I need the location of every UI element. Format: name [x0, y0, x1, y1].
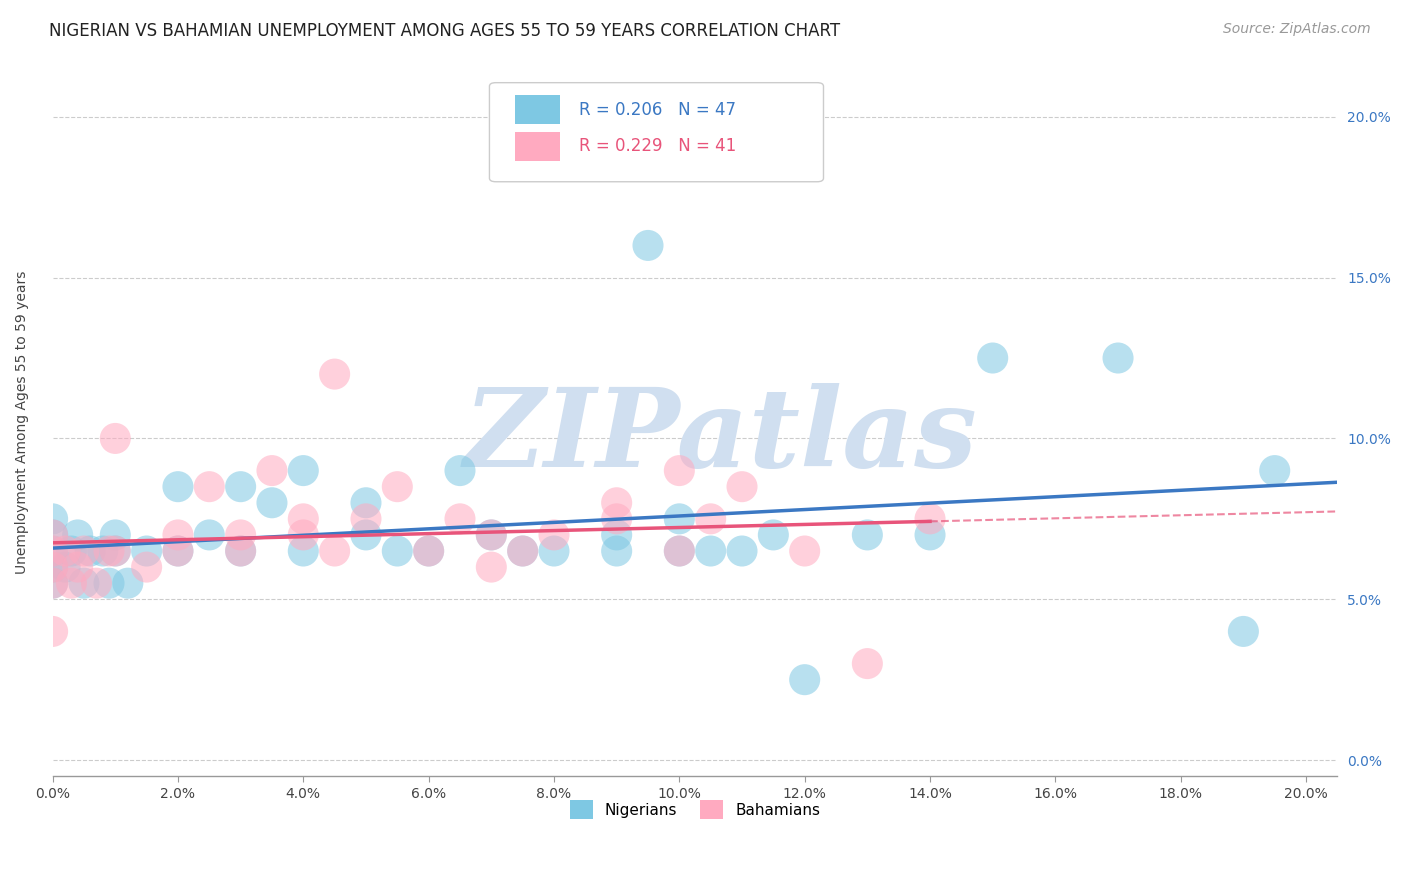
Point	[856, 528, 879, 542]
Point	[53, 544, 76, 558]
Point	[104, 544, 127, 558]
Point	[981, 351, 1004, 365]
Point	[53, 560, 76, 574]
Point	[41, 528, 63, 542]
Point	[512, 544, 534, 558]
Point	[479, 528, 502, 542]
Point	[637, 238, 659, 252]
Point	[41, 512, 63, 526]
Point	[41, 560, 63, 574]
Point	[543, 528, 565, 542]
Point	[699, 512, 721, 526]
Point	[66, 528, 89, 542]
Point	[418, 544, 440, 558]
Point	[918, 512, 941, 526]
Point	[198, 528, 221, 542]
Point	[292, 464, 315, 478]
Point	[86, 576, 108, 591]
Point	[354, 528, 377, 542]
Point	[79, 544, 101, 558]
Point	[731, 544, 754, 558]
Point	[606, 496, 628, 510]
Point	[793, 673, 815, 687]
Point	[41, 560, 63, 574]
Point	[135, 560, 157, 574]
Point	[167, 480, 190, 494]
Point	[117, 576, 139, 591]
Legend: Nigerians, Bahamians: Nigerians, Bahamians	[564, 794, 827, 825]
Point	[229, 528, 252, 542]
Point	[856, 657, 879, 671]
Point	[479, 528, 502, 542]
Point	[104, 544, 127, 558]
Point	[60, 576, 83, 591]
Point	[41, 576, 63, 591]
Point	[229, 544, 252, 558]
Point	[292, 544, 315, 558]
Point	[1232, 624, 1254, 639]
Point	[60, 544, 83, 558]
FancyBboxPatch shape	[515, 132, 560, 161]
Point	[543, 544, 565, 558]
Point	[260, 496, 283, 510]
Point	[1107, 351, 1129, 365]
Text: R = 0.206   N = 47: R = 0.206 N = 47	[579, 101, 737, 119]
Point	[479, 560, 502, 574]
Text: ZIPatlas: ZIPatlas	[464, 383, 977, 491]
Point	[260, 464, 283, 478]
Point	[41, 528, 63, 542]
Point	[387, 480, 409, 494]
FancyBboxPatch shape	[489, 83, 824, 182]
Point	[198, 480, 221, 494]
Point	[167, 544, 190, 558]
Point	[98, 544, 121, 558]
Point	[167, 544, 190, 558]
Point	[41, 576, 63, 591]
Point	[668, 512, 690, 526]
Point	[98, 576, 121, 591]
Point	[66, 560, 89, 574]
Point	[229, 544, 252, 558]
Text: Source: ZipAtlas.com: Source: ZipAtlas.com	[1223, 22, 1371, 37]
Point	[104, 528, 127, 542]
Point	[41, 544, 63, 558]
Point	[292, 512, 315, 526]
Point	[104, 432, 127, 446]
Point	[1264, 464, 1286, 478]
Point	[606, 528, 628, 542]
Point	[135, 544, 157, 558]
Point	[449, 512, 471, 526]
Point	[387, 544, 409, 558]
Point	[762, 528, 785, 542]
Point	[606, 512, 628, 526]
Point	[449, 464, 471, 478]
Point	[606, 544, 628, 558]
Point	[731, 480, 754, 494]
Y-axis label: Unemployment Among Ages 55 to 59 years: Unemployment Among Ages 55 to 59 years	[15, 270, 30, 574]
Point	[793, 544, 815, 558]
Point	[41, 624, 63, 639]
Text: R = 0.229   N = 41: R = 0.229 N = 41	[579, 137, 737, 155]
Point	[229, 480, 252, 494]
Point	[167, 528, 190, 542]
Point	[354, 496, 377, 510]
Point	[323, 367, 346, 381]
Point	[292, 528, 315, 542]
Point	[918, 528, 941, 542]
Point	[668, 464, 690, 478]
Point	[512, 544, 534, 558]
Point	[354, 512, 377, 526]
Point	[41, 544, 63, 558]
FancyBboxPatch shape	[515, 95, 560, 124]
Point	[699, 544, 721, 558]
Point	[668, 544, 690, 558]
Point	[668, 544, 690, 558]
Point	[323, 544, 346, 558]
Point	[91, 544, 114, 558]
Point	[418, 544, 440, 558]
Text: NIGERIAN VS BAHAMIAN UNEMPLOYMENT AMONG AGES 55 TO 59 YEARS CORRELATION CHART: NIGERIAN VS BAHAMIAN UNEMPLOYMENT AMONG …	[49, 22, 841, 40]
Point	[73, 576, 96, 591]
Point	[73, 544, 96, 558]
